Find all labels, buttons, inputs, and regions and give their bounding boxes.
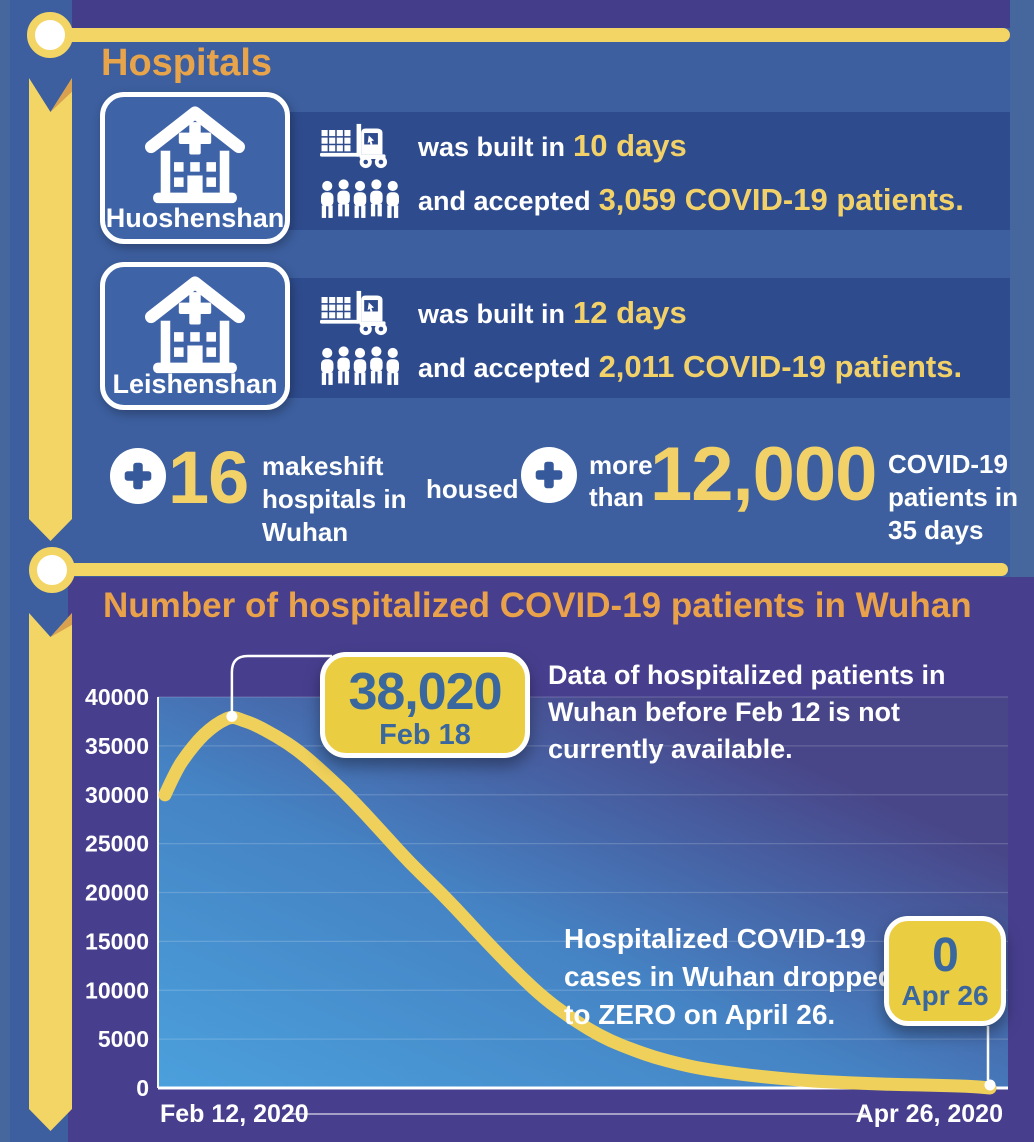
medical-cross-icon — [521, 447, 577, 503]
timeline-node-icon — [27, 12, 73, 58]
left-margin-strip — [0, 0, 10, 1142]
ribbon-fold — [51, 78, 73, 124]
hospitals-section-title: Hospitals — [101, 42, 273, 84]
built-row: was built in 10 days — [318, 122, 1010, 170]
crowd-icon — [318, 178, 402, 221]
data-availability-note: Data of hospitalized patients in Wuhan b… — [548, 660, 946, 764]
zero-annotation-badge: 0 Apr 26 — [884, 916, 1006, 1026]
accepted-row: and accepted 2,011 COVID-19 patients. — [318, 345, 1010, 388]
built-prefix: was built in — [418, 131, 566, 162]
leishenshan-info-band: was built in 12 days and accepted 2,011 CO… — [260, 278, 1010, 398]
crowd-icon — [318, 345, 402, 388]
zero-value: 0 — [932, 929, 959, 982]
huoshenshan-card: Huoshenshan — [100, 92, 290, 244]
makeshift-label: makeshift hospitals in Wuhan — [262, 451, 407, 547]
accepted-text: and accepted 3,059 COVID-19 patients. — [418, 182, 964, 218]
right-margin-strip — [1010, 0, 1034, 577]
timeline-bar-bottom — [52, 563, 1008, 576]
timeline-bar-top — [50, 28, 1010, 42]
hospital-building-icon — [145, 106, 245, 204]
accepted-text: and accepted 2,011 COVID-19 patients. — [418, 349, 962, 385]
zero-cases-note: Hospitalized COVID-19 cases in Wuhan dro… — [564, 923, 895, 1030]
peak-date: Feb 18 — [379, 718, 471, 751]
built-value: 10 days — [573, 127, 687, 163]
accepted-row: and accepted 3,059 COVID-19 patients. — [318, 178, 1010, 221]
accepted-prefix: and accepted — [418, 352, 591, 383]
timeline-ribbon-bottom — [29, 613, 72, 1131]
patients-count: 12,000 — [650, 432, 877, 517]
timeline-node-icon — [29, 547, 75, 593]
peak-annotation-badge: 38,020 Feb 18 — [320, 652, 530, 758]
forklift-icon — [318, 122, 402, 170]
built-value: 12 days — [573, 294, 687, 330]
zero-date: Apr 26 — [901, 980, 989, 1012]
timeline-ribbon-top — [29, 78, 72, 541]
hospital-name: Leishenshan — [112, 369, 278, 399]
ribbon-fold — [51, 613, 73, 649]
built-text: was built in 10 days — [418, 128, 687, 164]
built-row: was built in 12 days — [318, 289, 1010, 337]
more-than-label: more than — [589, 450, 653, 512]
leishenshan-card: Leishenshan — [100, 262, 290, 410]
chart-section-title: Number of hospitalized COVID-19 patients… — [103, 586, 972, 625]
accepted-value: 3,059 COVID-19 patients. — [598, 181, 964, 217]
built-text: was built in 12 days — [418, 295, 687, 331]
housed-label: housed — [426, 474, 519, 504]
hospital-building-icon — [145, 276, 245, 374]
makeshift-count: 16 — [168, 436, 249, 519]
huoshenshan-info-band: was built in 10 days and accepted 3,059 CO… — [260, 112, 1010, 230]
built-prefix: was built in — [418, 298, 566, 329]
previous-section-edge — [72, 0, 1010, 28]
forklift-icon — [318, 289, 402, 337]
accepted-prefix: and accepted — [418, 185, 591, 216]
patients-label: COVID-19 patients in 35 days — [888, 449, 1019, 545]
peak-value: 38,020 — [348, 663, 502, 721]
hospital-name: Huoshenshan — [105, 203, 285, 233]
medical-cross-icon — [110, 448, 166, 504]
accepted-value: 2,011 COVID-19 patients. — [598, 348, 963, 384]
